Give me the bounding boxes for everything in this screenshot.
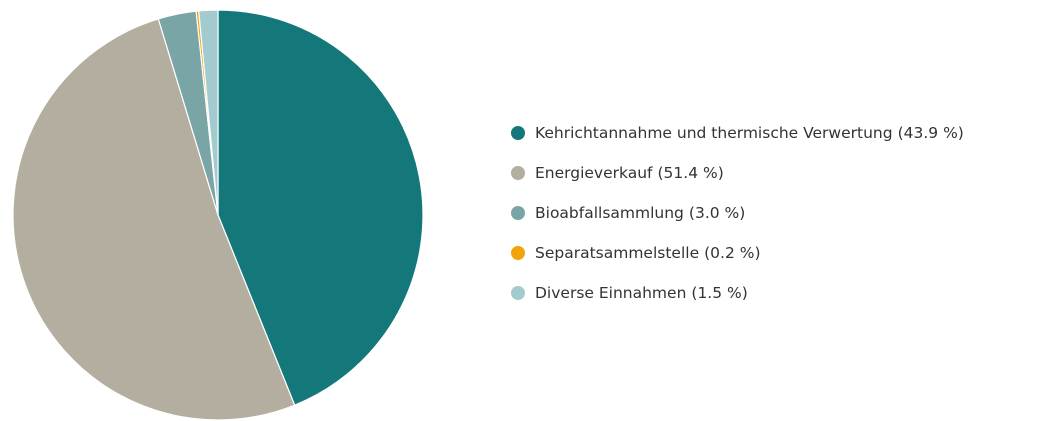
legend-label: Diverse Einnahmen (1.5 %) <box>535 284 748 302</box>
legend-name: Separatsammelstelle <box>535 244 699 262</box>
legend-marker <box>511 166 525 180</box>
legend-name: Diverse Einnahmen <box>535 284 686 302</box>
legend-name: Bioabfallsammlung <box>535 204 684 222</box>
legend-label: Bioabfallsammlung (3.0 %) <box>535 204 745 222</box>
legend-value: (43.9 %) <box>898 124 964 142</box>
pie-slice <box>217 9 424 406</box>
legend-marker <box>511 126 525 140</box>
pie-slice <box>12 18 296 421</box>
legend-name: Kehrichtannahme und thermische Verwertun… <box>535 124 893 142</box>
legend-value: (1.5 %) <box>691 284 747 302</box>
legend-label: Energieverkauf (51.4 %) <box>535 164 724 182</box>
legend-marker <box>511 246 525 260</box>
legend-label: Kehrichtannahme und thermische Verwertun… <box>535 124 964 142</box>
legend-name: Energieverkauf <box>535 164 653 182</box>
pie-slice <box>198 9 219 216</box>
legend-label: Separatsammelstelle (0.2 %) <box>535 244 761 262</box>
legend-value: (51.4 %) <box>658 164 724 182</box>
legend-value: (3.0 %) <box>689 204 745 222</box>
legend-marker <box>511 206 525 220</box>
legend-marker <box>511 286 525 300</box>
legend-value: (0.2 %) <box>704 244 760 262</box>
